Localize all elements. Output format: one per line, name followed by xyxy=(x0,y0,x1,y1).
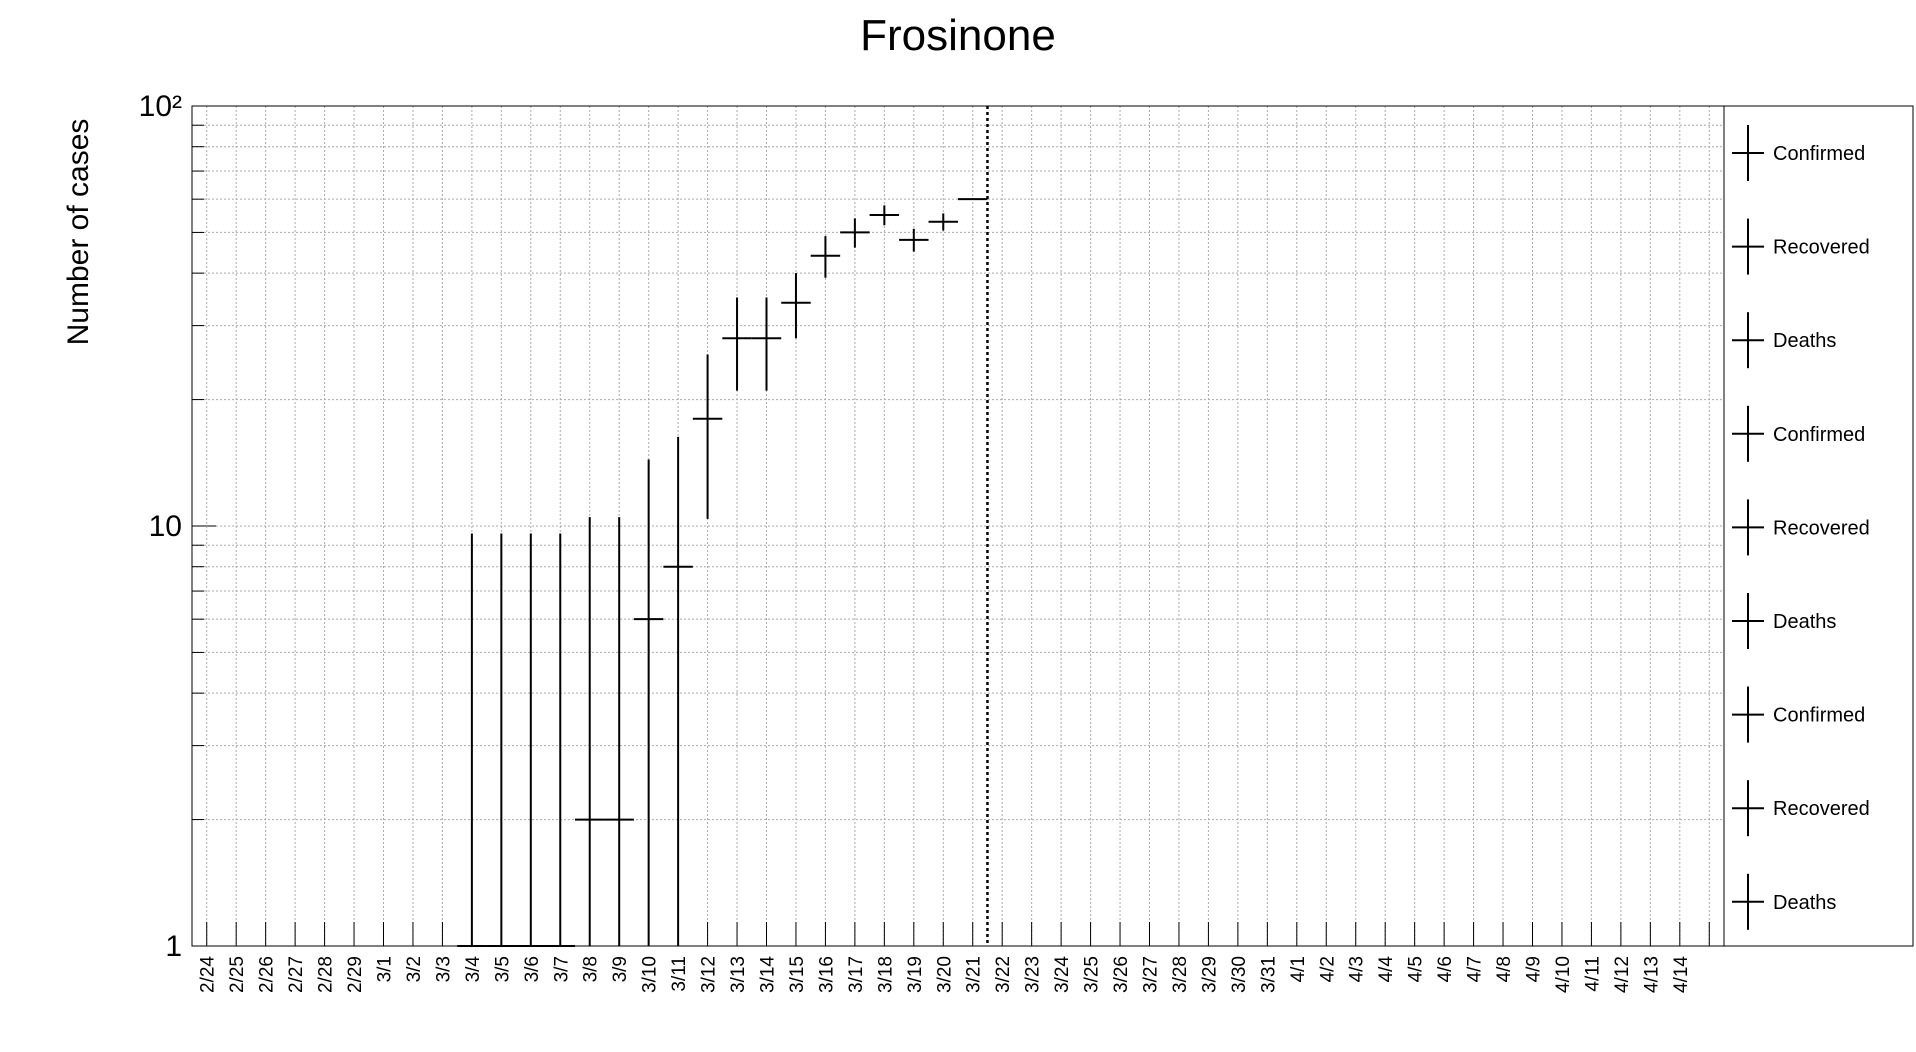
x-tick-label: 3/17 xyxy=(846,956,867,993)
x-tick-label: 3/1 xyxy=(375,956,396,982)
x-tick-label: 3/26 xyxy=(1111,956,1132,993)
x-tick-label: 4/7 xyxy=(1465,956,1486,982)
x-tick-label: 4/8 xyxy=(1494,956,1515,982)
x-tick-label: 4/4 xyxy=(1376,956,1397,983)
x-tick-label: 4/13 xyxy=(1641,956,1662,993)
x-tick-label: 3/31 xyxy=(1258,956,1279,993)
x-tick-label: 3/25 xyxy=(1082,956,1103,993)
x-tick-label: 3/30 xyxy=(1229,956,1250,993)
x-tick-label: 4/12 xyxy=(1612,956,1633,993)
legend-label: Recovered xyxy=(1773,237,1870,259)
legend-label: Confirmed xyxy=(1773,424,1865,446)
chart-title: Frosinone xyxy=(860,11,1056,60)
y-tick-label: 10 xyxy=(149,510,182,543)
x-tick-label: 4/11 xyxy=(1582,956,1603,992)
x-tick-label: 3/6 xyxy=(522,956,543,982)
x-tick-label: 3/20 xyxy=(934,956,955,993)
x-tick-label: 3/22 xyxy=(993,956,1014,993)
x-tick-label: 3/24 xyxy=(1052,956,1073,993)
x-tick-label: 3/27 xyxy=(1141,956,1162,993)
x-tick-label: 3/23 xyxy=(1023,956,1044,993)
y-tick-label: 1 xyxy=(165,930,182,963)
legend-label: Deaths xyxy=(1773,611,1836,633)
plot-frame xyxy=(191,105,1725,947)
x-tick-label: 2/29 xyxy=(345,956,366,993)
x-tick-label: 2/27 xyxy=(286,956,307,993)
x-tick-label: 4/6 xyxy=(1435,956,1456,982)
x-tick-label: 4/2 xyxy=(1317,956,1338,982)
x-tick-label: 3/3 xyxy=(433,956,454,982)
x-tick-label: 3/8 xyxy=(581,956,602,982)
legend-label: Confirmed xyxy=(1773,705,1865,727)
x-tick-label: 4/3 xyxy=(1347,956,1368,982)
y-tick-label: 10² xyxy=(139,90,182,123)
x-tick-label: 3/9 xyxy=(610,956,631,982)
x-tick-label: 3/5 xyxy=(492,956,513,982)
x-tick-label: 4/5 xyxy=(1406,956,1427,982)
legend-label: Deaths xyxy=(1773,892,1836,914)
x-tick-label: 3/14 xyxy=(758,956,779,993)
x-tick-label: 3/12 xyxy=(699,956,720,993)
x-tick-label: 4/14 xyxy=(1671,956,1692,993)
x-tick-label: 3/16 xyxy=(816,956,837,993)
x-tick-label: 2/26 xyxy=(257,956,278,993)
legend-label: Confirmed xyxy=(1773,143,1865,165)
x-tick-label: 3/29 xyxy=(1199,956,1220,993)
legend-label: Recovered xyxy=(1773,517,1870,539)
x-tick-label: 3/13 xyxy=(728,956,749,993)
x-tick-label: 4/1 xyxy=(1288,956,1309,982)
x-tick-label: 3/7 xyxy=(551,956,572,982)
x-tick-label: 2/25 xyxy=(227,956,248,993)
x-tick-label: 3/18 xyxy=(875,956,896,993)
x-tick-label: 3/4 xyxy=(463,956,484,983)
y-axis-label: Number of cases xyxy=(62,119,95,346)
legend-label: Deaths xyxy=(1773,330,1836,352)
x-tick-label: 3/28 xyxy=(1170,956,1191,993)
x-tick-label: 4/10 xyxy=(1553,956,1574,993)
x-tick-label: 3/15 xyxy=(787,956,808,993)
x-tick-label: 3/21 xyxy=(964,956,985,993)
x-tick-label: 4/9 xyxy=(1524,956,1545,982)
x-tick-label: 3/19 xyxy=(905,956,926,993)
legend-label: Recovered xyxy=(1773,798,1870,820)
x-tick-label: 3/10 xyxy=(640,956,661,993)
x-tick-label: 3/11 xyxy=(669,956,690,992)
x-tick-label: 2/28 xyxy=(316,956,337,993)
x-tick-label: 2/24 xyxy=(198,956,219,993)
x-tick-label: 3/2 xyxy=(404,956,425,982)
